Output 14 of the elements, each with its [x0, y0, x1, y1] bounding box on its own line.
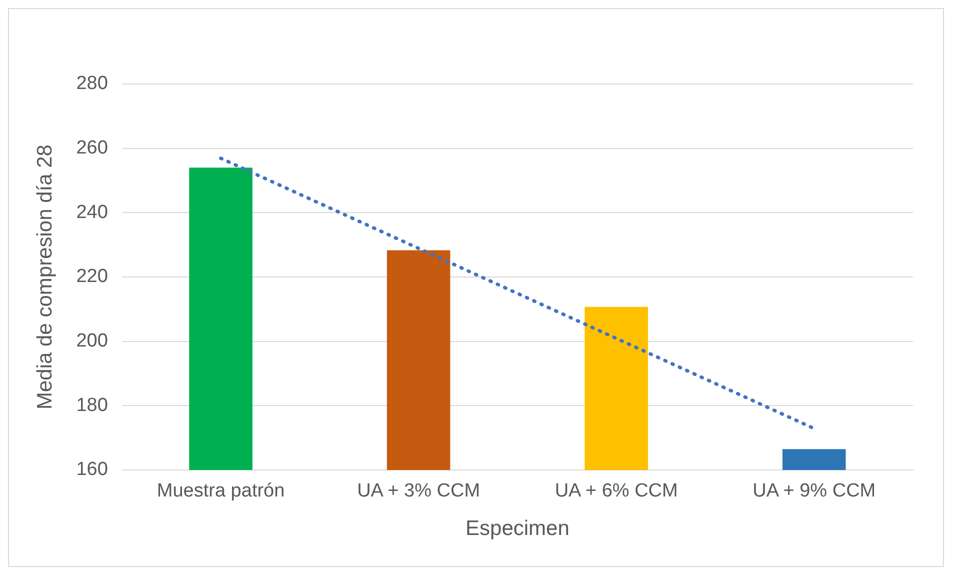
y-tick-label: 280	[76, 73, 108, 94]
y-tick-label: 180	[76, 394, 108, 416]
x-tick-label: UA + 3% CCM	[357, 480, 480, 502]
y-tick-label: 240	[76, 202, 108, 223]
x-tick-label: Muestra patrón	[156, 480, 285, 502]
x-axis-title: Especimen	[466, 517, 570, 540]
y-tick-label: 220	[76, 266, 108, 288]
y-tick-label: 200	[76, 330, 108, 352]
x-tick-label: UA + 9% CCM	[752, 480, 876, 502]
line-series	[219, 156, 816, 430]
y-tick-label: 160	[76, 459, 108, 480]
y-tick-label: 260	[76, 138, 108, 159]
y-axis-title: Media de compresion día 28	[33, 144, 56, 410]
x-tick-label: UA + 6% CCM	[554, 480, 678, 502]
